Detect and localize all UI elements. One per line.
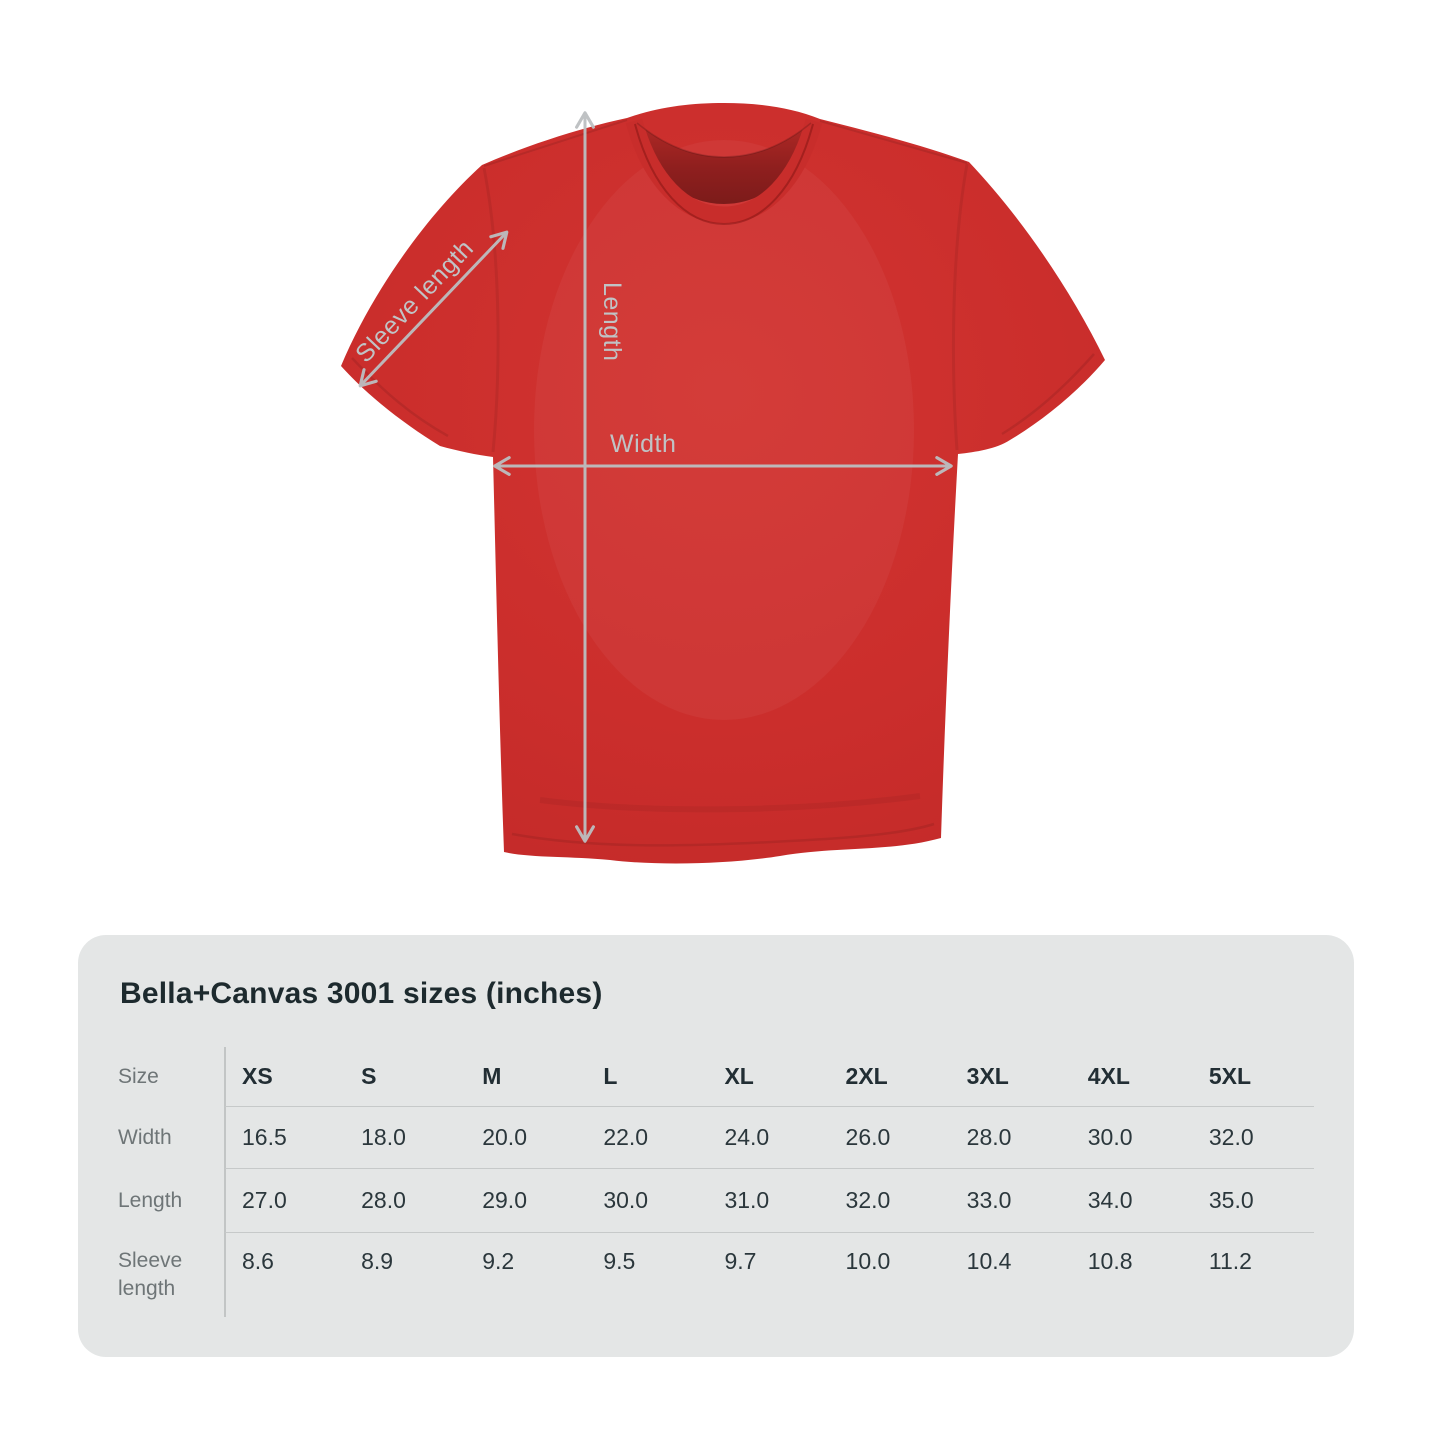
size-table: Size XS S M L XL 2XL 3XL 4XL 5XL Width 1… [118,1047,1314,1317]
length-value: 29.0 [466,1169,588,1233]
measurement-arrows [358,111,953,843]
width-value: 22.0 [587,1107,709,1169]
tshirt [341,103,1105,864]
col-header-3xl: 3XL [950,1047,1072,1107]
sleeve-length-value: 8.9 [361,1248,394,1274]
sleeve-length-arrow [358,230,509,388]
collar-rib [625,118,823,224]
shoulder-seam-right [819,120,968,164]
sleeve-length-value: 11.2 [1208,1248,1252,1274]
width-arrow-label: Width [610,430,676,458]
length-value: 27.0 [224,1169,346,1233]
width-value: 28.0 [950,1107,1072,1169]
length-value: 33.0 [950,1169,1072,1233]
width-value: 20.0 [466,1107,588,1169]
size-chart-title: Bella+Canvas 3001 sizes (inches) [120,977,603,1010]
sleeve-hem-right [1001,353,1095,436]
width-value: 16.5 [224,1107,346,1169]
shoulder-seam-left [483,119,628,167]
col-header-4xl: 4XL [1071,1047,1193,1107]
length-arrow-label: Length [598,282,626,361]
fabric-highlight [534,140,914,720]
row-label-sleeve-length: Sleeve length [118,1249,183,1300]
sleeve-length-value: 8.6 [224,1233,345,1317]
col-header-xs: XS [224,1047,346,1107]
width-value: 18.0 [345,1107,467,1169]
col-header-m: M [466,1047,588,1107]
sleeve-length-value: 9.7 [724,1248,757,1274]
neck-opening [637,123,811,204]
sleeve-length-value: 9.5 [603,1248,636,1274]
col-header-xl: XL [708,1047,830,1107]
sleeve-length-value: 9.2 [482,1248,515,1274]
length-value: 31.0 [708,1169,830,1233]
width-value: 32.0 [1192,1107,1314,1169]
sleeve-length-value: 10.8 [1087,1248,1133,1274]
width-value: 30.0 [1071,1107,1193,1169]
size-chart-card: Bella+Canvas 3001 sizes (inches) Size XS… [78,935,1354,1357]
collar-seam [634,123,814,226]
shirt-measurement-diagram: Length Width Sleeve length [341,103,1105,864]
width-value: 24.0 [708,1107,830,1169]
col-header-2xl: 2XL [829,1047,951,1107]
sleeve-length-value: 10.0 [845,1248,891,1274]
sleeve-length-value: 10.4 [966,1248,1012,1274]
width-value: 26.0 [829,1107,951,1169]
length-value: 35.0 [1192,1169,1314,1233]
length-value: 28.0 [345,1169,467,1233]
col-header-l: L [587,1047,709,1107]
row-label-width: Width [118,1126,172,1150]
length-value: 34.0 [1071,1169,1193,1233]
armhole-seam-right [951,163,969,451]
col-header-5xl: 5XL [1192,1047,1314,1107]
tshirt-body [341,103,1105,864]
back-collar-seam [636,122,812,158]
length-value: 30.0 [587,1169,709,1233]
row-label-length: Length [118,1189,183,1213]
length-value: 32.0 [829,1169,951,1233]
col-header-s: S [345,1047,467,1107]
bottom-hem-stitch [511,822,935,847]
size-table-corner-label: Size [118,1065,159,1089]
